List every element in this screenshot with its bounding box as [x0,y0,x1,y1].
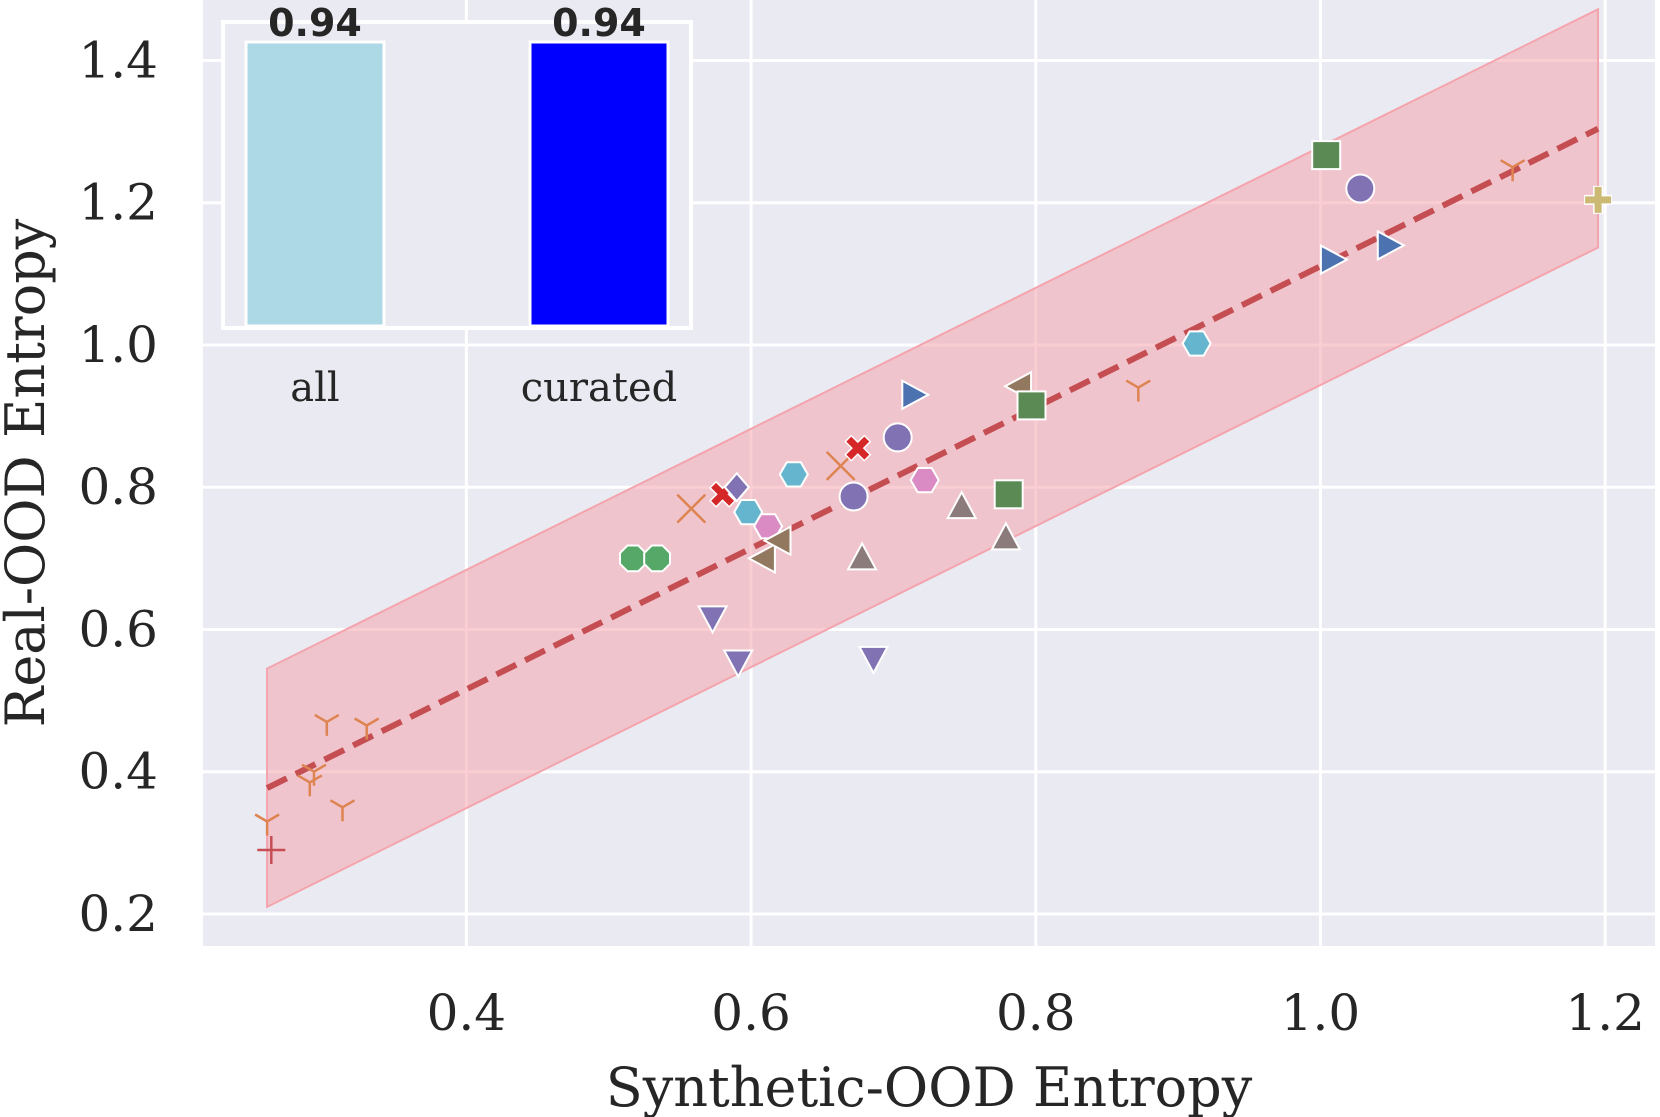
scatter-points [254,140,1613,864]
scatter-point [993,479,1024,510]
y-tick-label: 0.8 [78,458,158,516]
y-tick-label: 0.4 [78,743,158,801]
scatter-point [990,521,1022,551]
y-tick-label: 1.2 [78,174,158,232]
x-tick-label: 1.2 [1565,984,1645,1042]
scatter-point [676,493,707,524]
scatter-point [857,645,890,676]
scatter-point [1016,390,1047,421]
y-tick-label: 0.6 [78,600,158,658]
scatter-point [301,763,327,786]
x-axis-label: Synthetic-OOD Entropy [606,1056,1253,1117]
scatter-point [254,813,280,836]
x-tick-labels: 0.4 0.6 0.8 1.0 1.2 [427,984,1645,1042]
inset-bar-chart: 0.94 all 0.94 curated [221,1,693,411]
y-tick-label: 0.2 [78,885,158,943]
y-tick-label: 1.0 [78,316,158,374]
inset-category-label: curated [521,365,677,411]
y-tick-labels: 0.2 0.4 0.6 0.8 1.0 1.2 1.4 [78,31,158,943]
scatter-point [846,541,878,571]
scatter-point [1345,173,1376,204]
scatter-point [1319,243,1350,276]
scatter-point [909,467,940,494]
x-tick-label: 0.4 [427,984,507,1042]
scatter-point [762,524,792,557]
scatter-point [746,542,776,575]
scatter-point [723,471,751,503]
scatter-point [882,422,913,453]
inset-category-label: all [290,365,339,411]
x-tick-label: 1.0 [1281,984,1361,1042]
scatter-point [696,605,729,635]
x-tick-label: 0.6 [711,984,791,1042]
scatter-point [297,774,323,797]
scatter-point [1125,379,1151,402]
scatter-point [844,434,872,462]
scatter-point [619,544,647,573]
scatter-point [643,544,671,573]
inset-bar-all [244,40,386,328]
scatter-point [1181,330,1212,357]
scatter-point [838,481,869,512]
x-tick-label: 0.8 [996,984,1076,1042]
scatter-point [778,461,809,488]
scatter-point [1311,140,1342,171]
scatter-point [354,717,380,740]
scatter-point [314,713,340,736]
scatter-point [257,836,286,864]
scatter-point [946,489,978,520]
scatter-point [1376,229,1406,262]
inset-bar-curated [528,40,670,328]
y-axis-label: Real-OOD Entropy [0,218,57,727]
scatter-point [1584,185,1613,214]
y-tick-label: 1.4 [78,31,158,89]
regression-line [265,126,1600,791]
inset-bar-value: 0.94 [268,1,362,45]
scatter-point [329,799,356,822]
scatter-point [1499,159,1526,182]
inset-bar-value: 0.94 [552,1,646,45]
scatter-point [722,649,754,679]
scatter-point [901,379,931,411]
